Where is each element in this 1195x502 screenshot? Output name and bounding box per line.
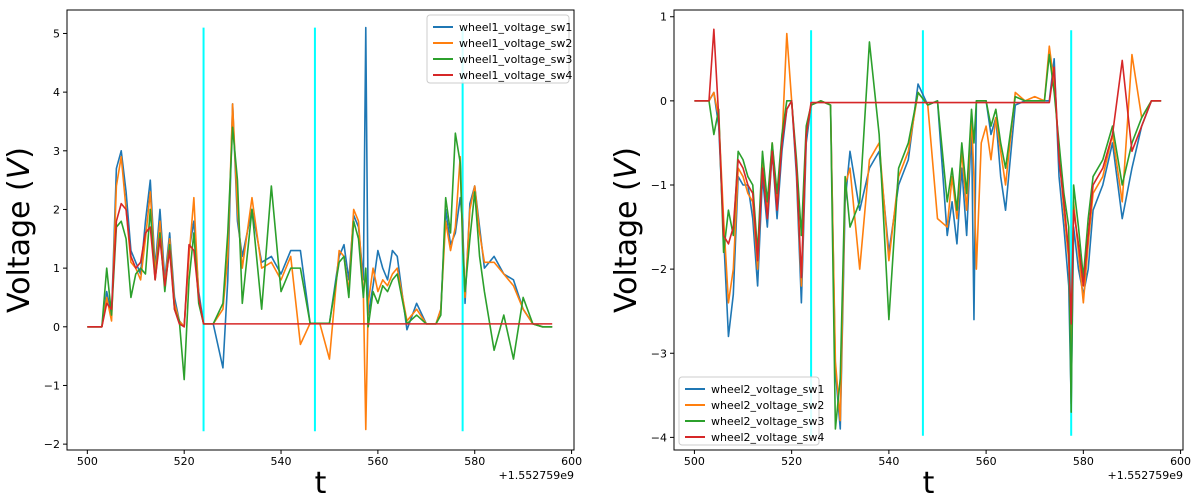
x-axis-label: t bbox=[923, 466, 935, 501]
legend-entry: wheel2_voltage_sw1 bbox=[711, 383, 824, 396]
series-line-wheel1-voltage-sw4 bbox=[87, 202, 553, 328]
legend-entry: wheel2_voltage_sw3 bbox=[711, 415, 824, 428]
legend-entry: wheel1_voltage_sw1 bbox=[459, 21, 572, 34]
y-tick-label: −3 bbox=[651, 347, 667, 360]
x-tick-label: 560 bbox=[976, 455, 997, 468]
x-tick-label: 560 bbox=[367, 455, 388, 468]
x-tick-label: 520 bbox=[781, 455, 802, 468]
x-tick-label: 600 bbox=[1170, 455, 1191, 468]
x-tick-label: 580 bbox=[1073, 455, 1094, 468]
x-offset-text: +1.552759e9 bbox=[1108, 469, 1183, 482]
legend-entry: wheel2_voltage_sw4 bbox=[711, 431, 824, 444]
y-tick-label: −1 bbox=[44, 379, 60, 392]
x-tick-label: 520 bbox=[174, 455, 195, 468]
legend: wheel1_voltage_sw1 wheel1_voltage_sw2whee… bbox=[426, 14, 572, 84]
legend-entry: wheel1_voltage_sw4 bbox=[459, 69, 572, 82]
series-line-wheel2-voltage-sw4 bbox=[694, 28, 1162, 325]
y-tick-label: 0 bbox=[660, 95, 667, 108]
legend: wheel2_voltage_sw1 wheel2_voltage_sw2whee… bbox=[678, 376, 824, 446]
right-chart-panel: 500 520 540 560 580 600 −4 −3 −2 −1 0 1 +1.552759e9 t… bbox=[609, 9, 1191, 501]
y-tick-label: −2 bbox=[44, 438, 60, 451]
y-axis-label: Voltage (V) bbox=[609, 147, 644, 313]
x-tick-label: 500 bbox=[684, 455, 705, 468]
y-tick-label: 1 bbox=[53, 262, 60, 275]
y-tick-label: 4 bbox=[53, 86, 60, 99]
x-tick-label: 540 bbox=[878, 455, 899, 468]
x-offset-text: +1.552759e9 bbox=[499, 469, 574, 482]
y-tick-label: 1 bbox=[660, 11, 667, 24]
y-tick-label: 3 bbox=[53, 145, 60, 158]
y-tick-label: 2 bbox=[53, 203, 60, 216]
y-axis-label: Voltage (V) bbox=[2, 147, 37, 313]
left-chart-panel: 500 520 540 560 580 600 −2 −1 0 1 2 3 4 5 +1.552759e9 t… bbox=[2, 9, 582, 501]
y-tick-label: −2 bbox=[651, 263, 667, 276]
x-tick-label: 600 bbox=[561, 455, 582, 468]
axes-frame bbox=[66, 9, 575, 451]
x-axis-label: t bbox=[315, 466, 327, 501]
legend-entry: wheel1_voltage_sw2 bbox=[459, 37, 572, 50]
x-tick-label: 580 bbox=[464, 455, 485, 468]
y-tick-label: 0 bbox=[53, 321, 60, 334]
x-tick-label: 500 bbox=[77, 455, 98, 468]
y-tick-label: 5 bbox=[53, 27, 60, 40]
x-tick-label: 540 bbox=[271, 455, 292, 468]
legend-entry: wheel2_voltage_sw2 bbox=[711, 399, 824, 412]
y-tick-label: −1 bbox=[651, 179, 667, 192]
axes-frame bbox=[673, 9, 1184, 451]
legend-entry: wheel1_voltage_sw3 bbox=[459, 53, 572, 66]
y-tick-label: −4 bbox=[651, 431, 667, 444]
